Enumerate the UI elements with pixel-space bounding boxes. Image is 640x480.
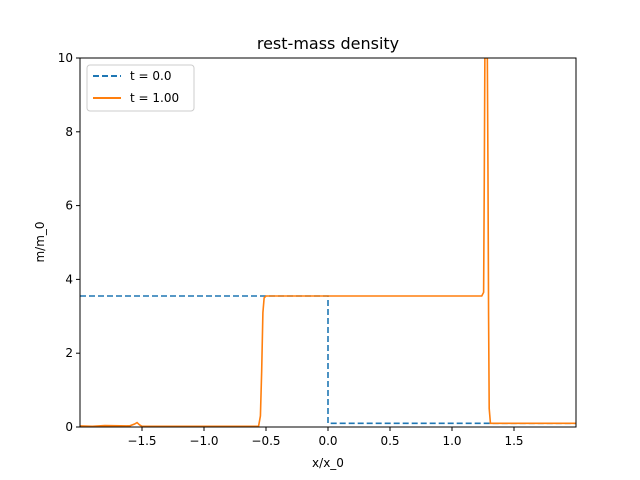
x-tick-label: 1.0: [442, 434, 461, 448]
y-tick-label: 6: [65, 199, 73, 213]
legend-label-t0: t = 0.0: [130, 69, 171, 83]
y-axis-ticks: 0 2 4 6 8 10: [58, 51, 80, 434]
y-tick-label: 8: [65, 125, 73, 139]
y-tick-label: 10: [58, 51, 73, 65]
plot-frame: [79, 57, 577, 428]
x-tick-label: 0.0: [318, 434, 337, 448]
chart-title: rest-mass density: [257, 34, 399, 53]
legend-label-t1: t = 1.00: [130, 91, 179, 105]
x-tick-label: −0.5: [251, 434, 280, 448]
series-line-1: [80, 58, 576, 427]
x-tick-label: −1.5: [127, 434, 156, 448]
x-tick-label: −1.0: [189, 434, 218, 448]
y-tick-label: 4: [65, 272, 73, 286]
y-axis-label: m/m_0: [33, 221, 47, 262]
y-tick-label: 2: [65, 346, 73, 360]
x-tick-label: 1.5: [504, 434, 523, 448]
x-axis-label: x/x_0: [312, 456, 344, 470]
x-tick-label: 0.5: [380, 434, 399, 448]
legend: t = 0.0 t = 1.00: [86, 64, 195, 112]
series-line-0: [80, 295, 576, 425]
x-axis-ticks: −1.5 −1.0 −0.5 0.0 0.5 1.0 1.5: [127, 427, 524, 448]
y-tick-label: 0: [65, 420, 73, 434]
series-layer: [80, 58, 576, 427]
